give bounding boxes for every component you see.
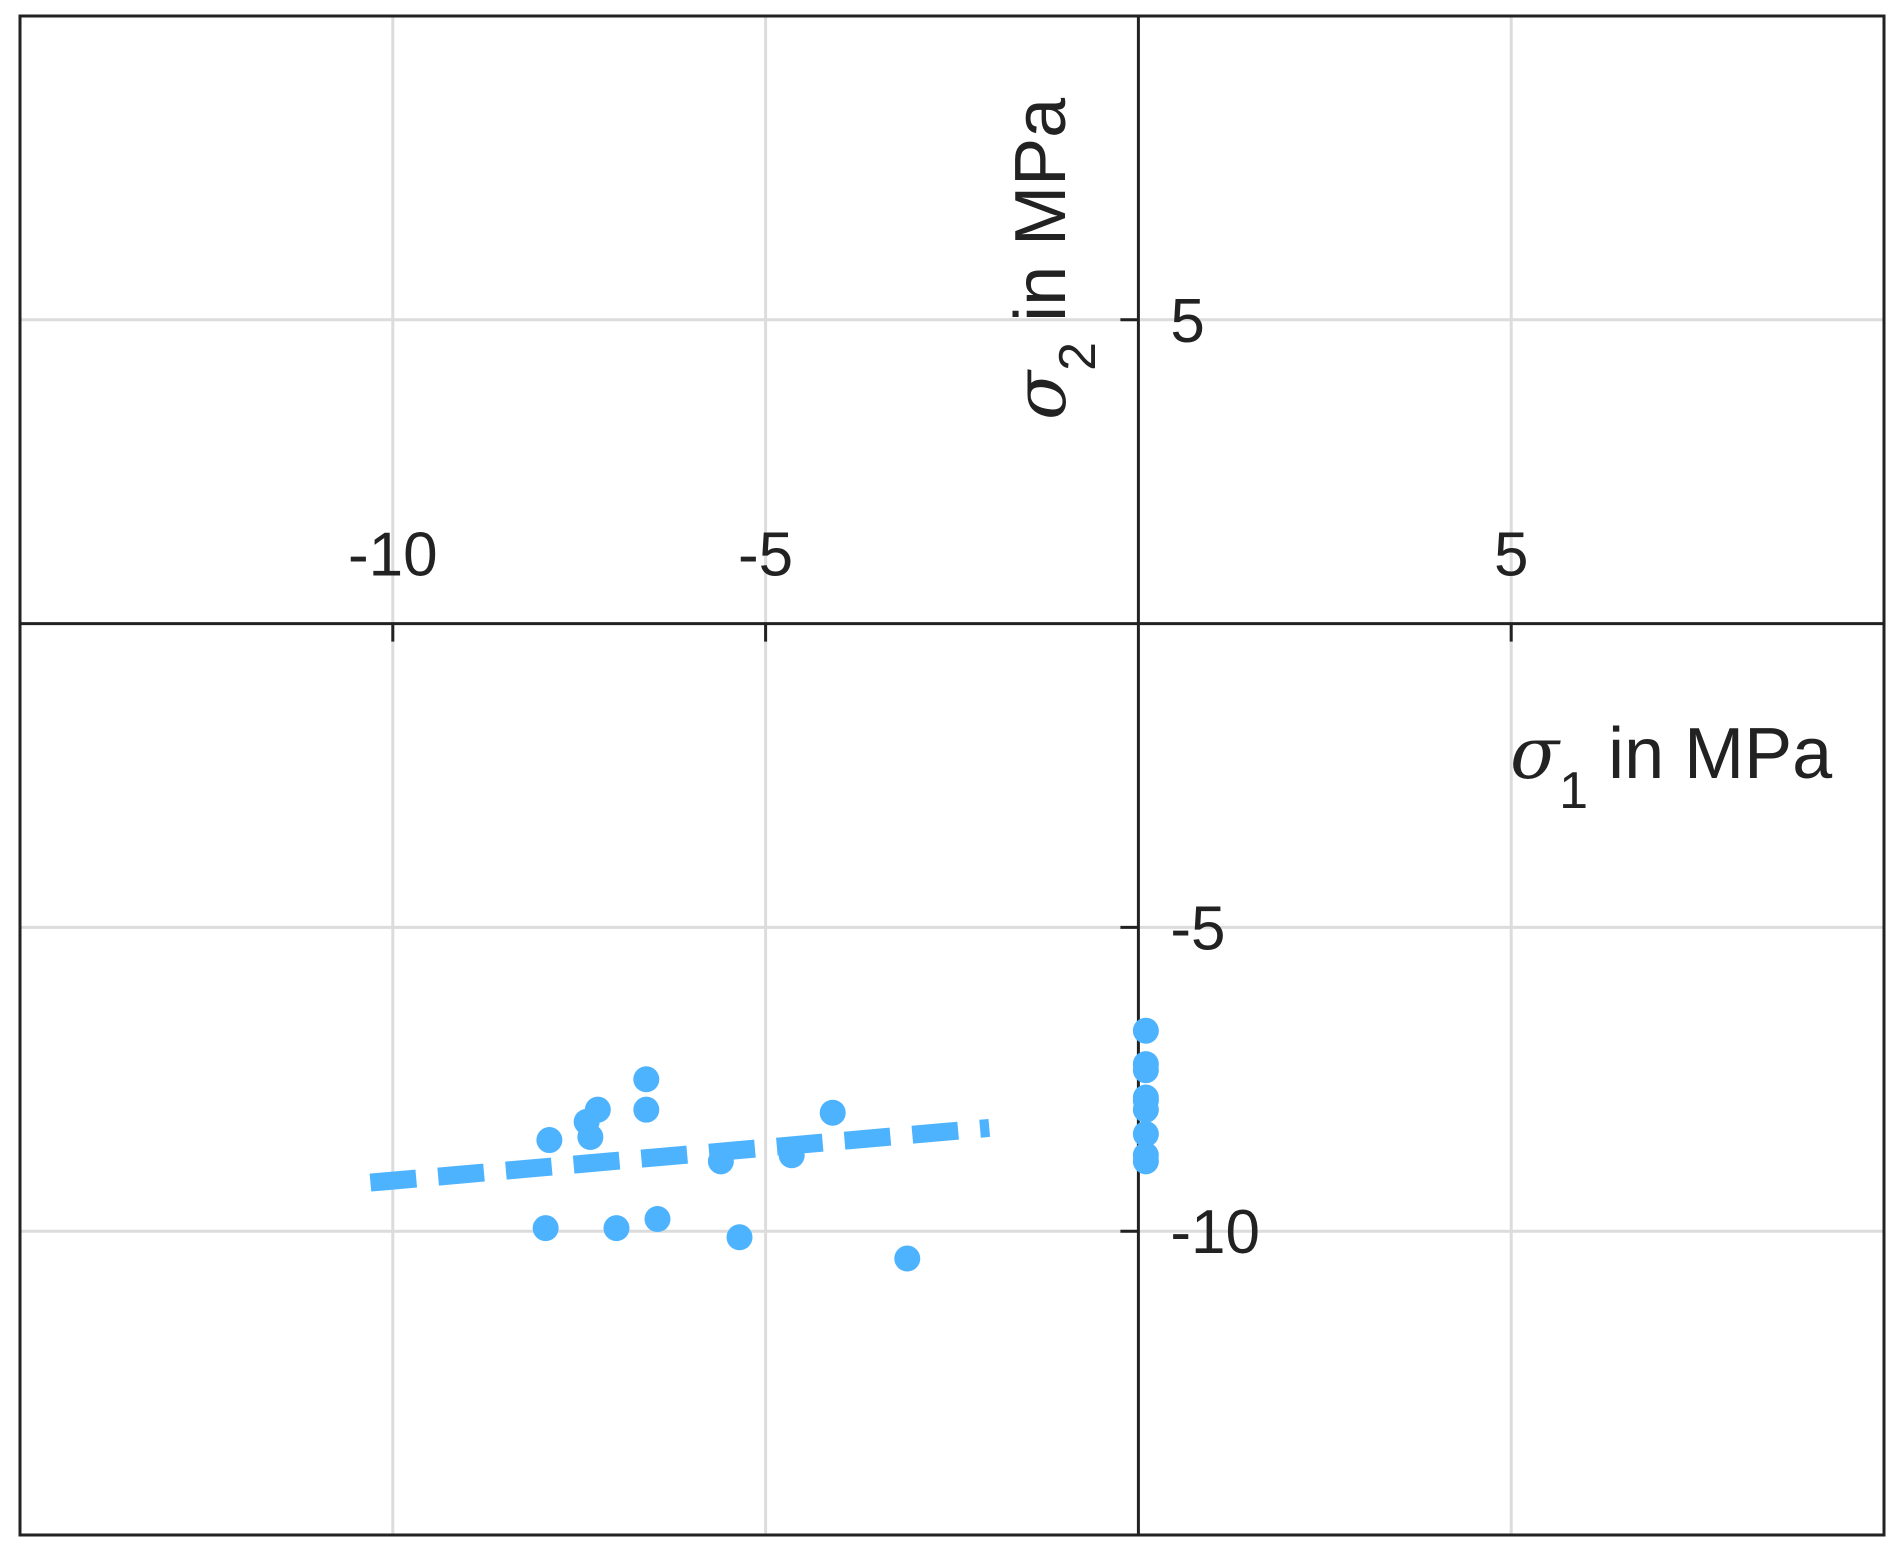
y-axis-symbol: σ xyxy=(998,369,1082,420)
y-tick-label: -10 xyxy=(1170,1198,1260,1267)
y-tick-label: -5 xyxy=(1170,894,1225,963)
y-axis-unit: in MPa xyxy=(1001,97,1081,342)
x-axis-subscript: 1 xyxy=(1559,762,1588,820)
axes xyxy=(20,16,1884,1535)
data-point xyxy=(633,1066,660,1093)
x-tick-label: -10 xyxy=(348,521,438,590)
data-point xyxy=(778,1142,805,1169)
tick-labels: -10 -5 5 5 -5 -10 xyxy=(348,287,1528,1267)
x-tick-label: 5 xyxy=(1494,521,1528,590)
data-point xyxy=(532,1215,559,1242)
data-point xyxy=(894,1245,921,1272)
x-tick-label: -5 xyxy=(738,521,793,590)
tick-marks xyxy=(391,318,1513,1233)
data-point xyxy=(1132,1096,1159,1123)
data-point xyxy=(819,1099,846,1126)
data-point xyxy=(707,1148,734,1175)
plot-frame xyxy=(18,14,1886,1537)
y-tick-label: 5 xyxy=(1170,287,1204,356)
data-point xyxy=(603,1215,630,1242)
data-point xyxy=(536,1127,563,1154)
data-point xyxy=(577,1124,604,1151)
data-point xyxy=(1132,1148,1159,1175)
data-point xyxy=(644,1206,671,1233)
x-axis-unit: in MPa xyxy=(1588,714,1833,794)
data-point xyxy=(584,1096,611,1123)
data-point xyxy=(726,1224,753,1251)
data-point xyxy=(633,1096,660,1123)
grid-lines xyxy=(20,16,1884,1535)
fit-line-group xyxy=(369,1118,991,1192)
data-points xyxy=(532,1017,1159,1272)
data-point xyxy=(1132,1120,1159,1147)
x-axis-label: σ1 in MPa xyxy=(1510,711,1833,820)
y-axis-subscript: 2 xyxy=(1049,342,1107,371)
fit-line xyxy=(369,1118,991,1192)
y-axis-label: σ2 in MPa xyxy=(998,97,1107,420)
x-axis-symbol: σ xyxy=(1510,711,1561,795)
data-point xyxy=(1132,1057,1159,1084)
data-point xyxy=(1132,1017,1159,1044)
